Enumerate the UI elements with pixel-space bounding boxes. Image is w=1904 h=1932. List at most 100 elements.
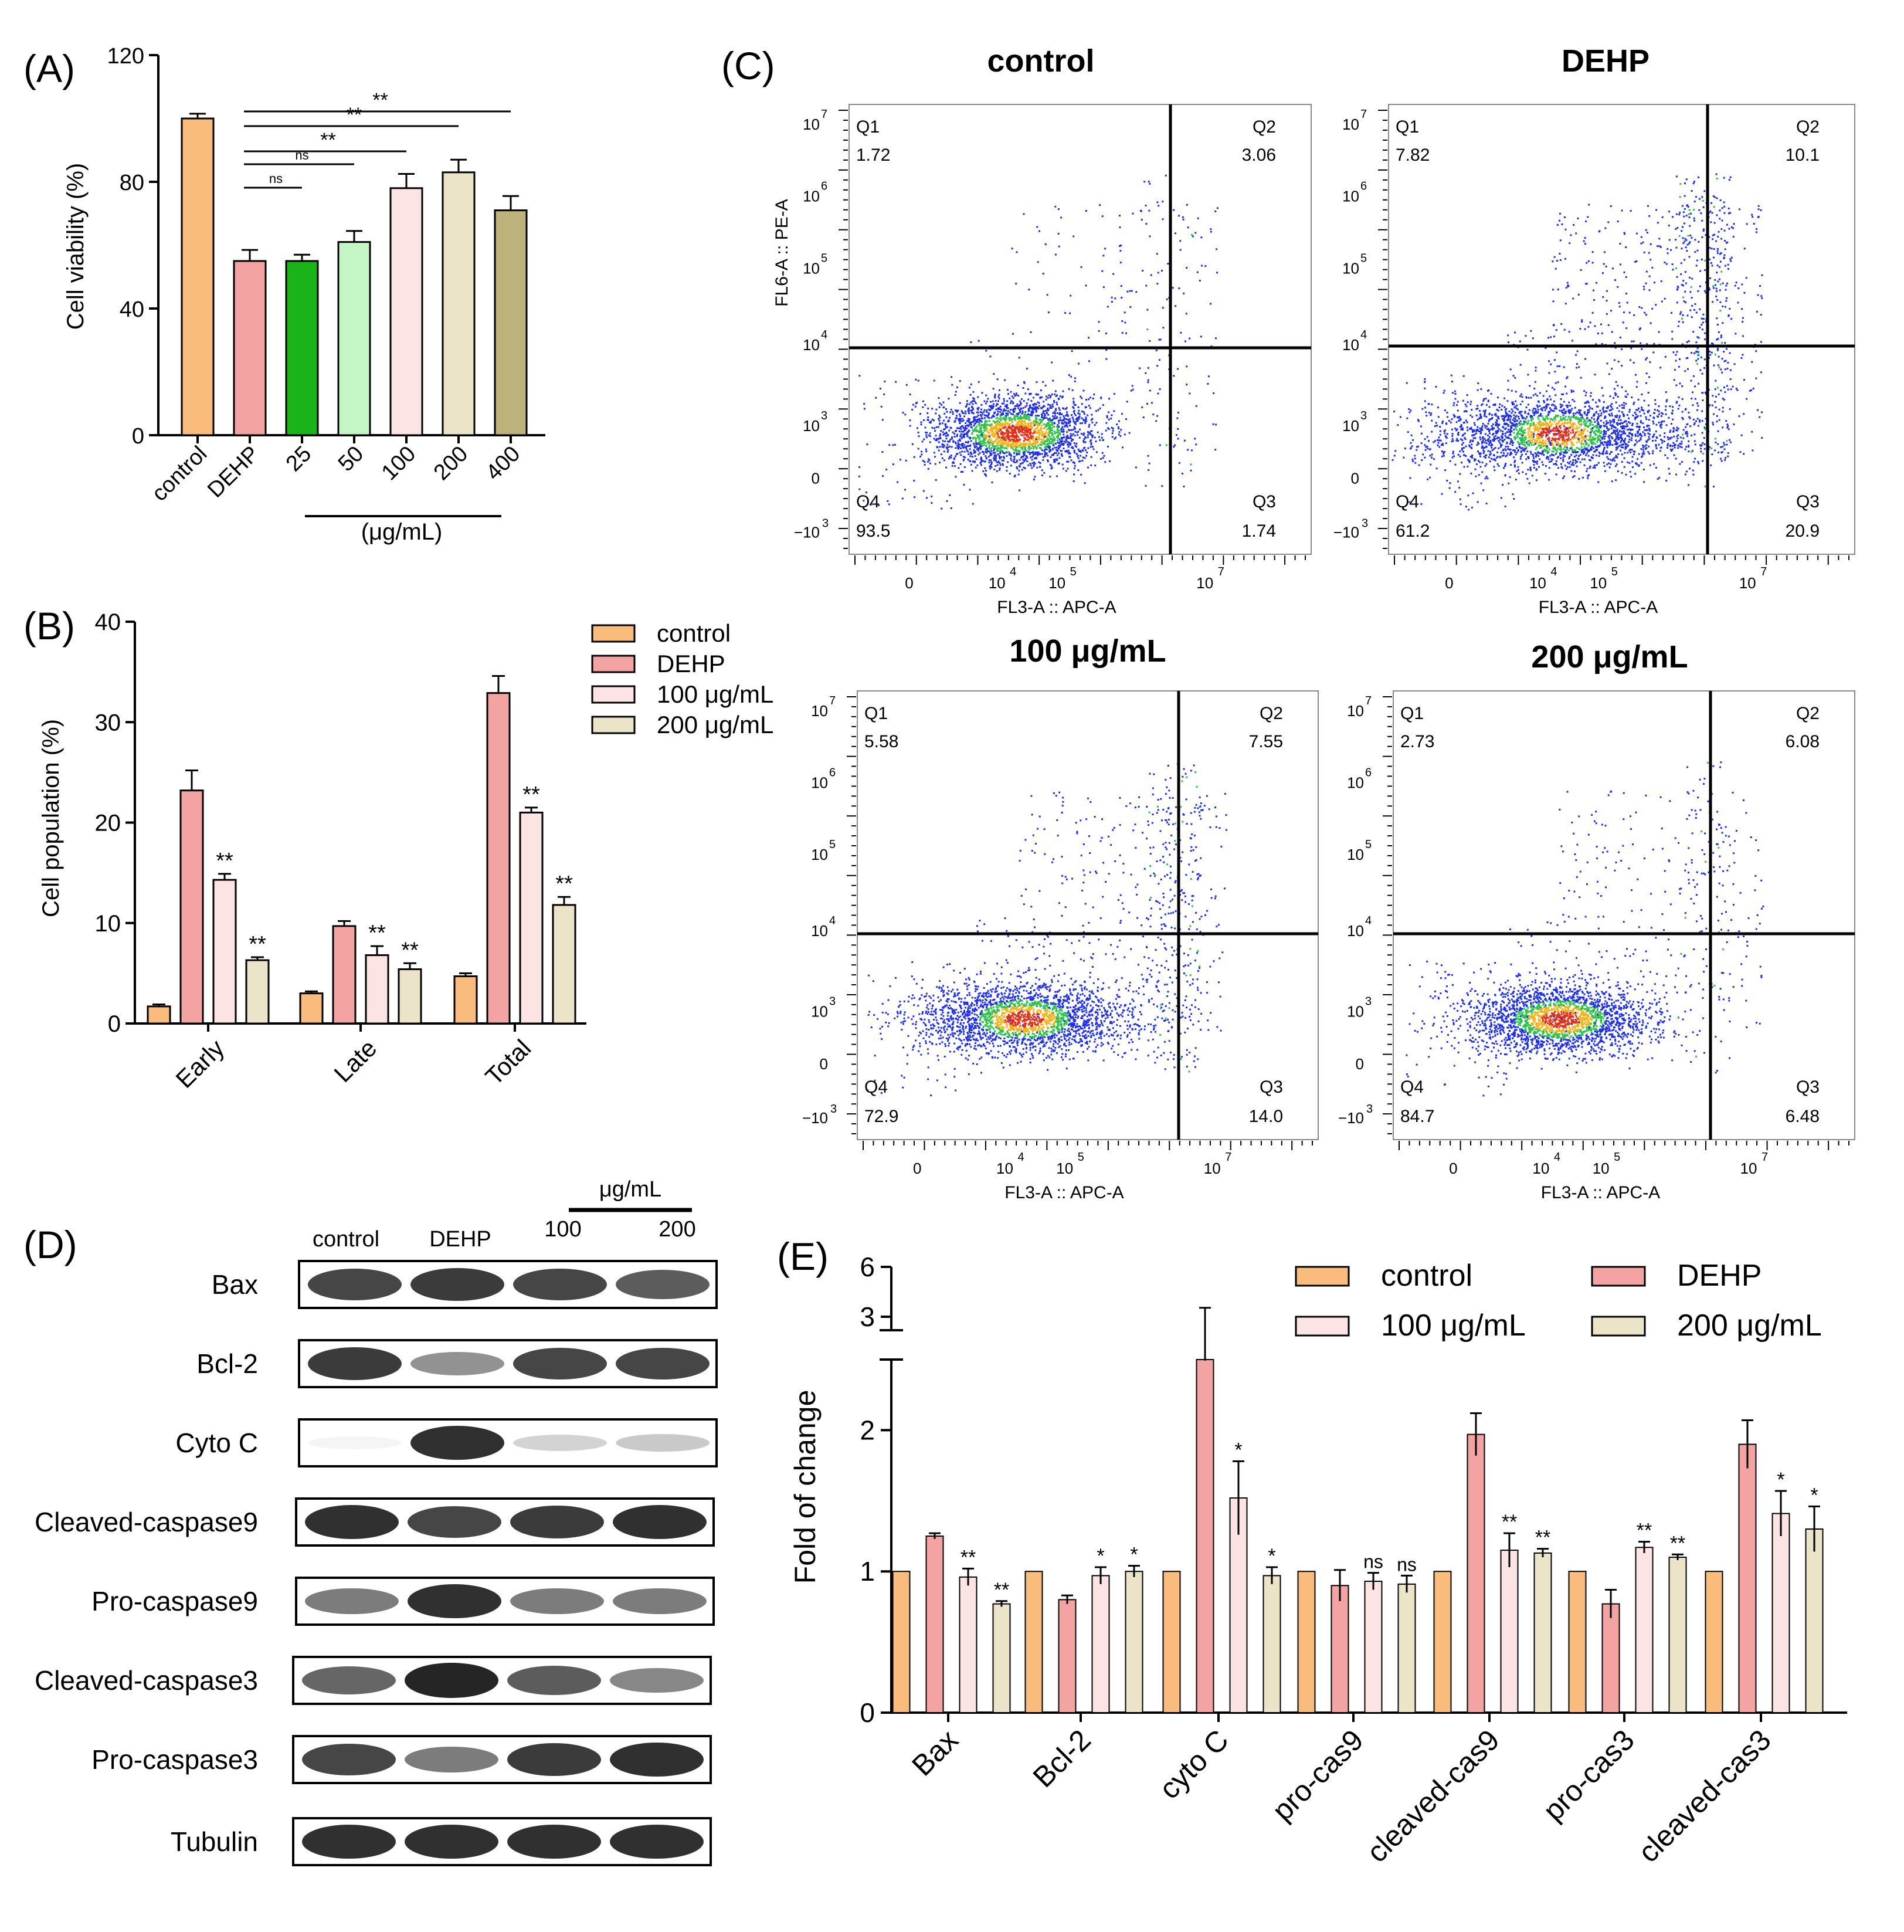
panel-e-bar bbox=[1364, 1581, 1383, 1713]
flow-q3-value: 1.74 bbox=[1242, 521, 1276, 541]
flow-x-tick-exponent: 4 bbox=[1554, 1151, 1560, 1164]
panel-e-legend-label: DEHP bbox=[1677, 1259, 1762, 1293]
flow-y-tick-label: 10 bbox=[1342, 417, 1359, 435]
flow-q4-name: Q4 bbox=[856, 492, 880, 511]
panel-e-legend-swatch bbox=[1591, 1266, 1646, 1287]
flow-y-tick-label: 0 bbox=[820, 1055, 828, 1073]
panel-e-bar bbox=[1668, 1557, 1687, 1714]
panel-b-bar bbox=[398, 968, 422, 1025]
panel-e-significance-label: ** bbox=[1502, 1511, 1517, 1533]
panel-b-significance-label: ** bbox=[522, 782, 540, 807]
flow-q2-value: 6.08 bbox=[1786, 732, 1820, 751]
flow-x-tick-label: 0 bbox=[913, 1160, 921, 1177]
flow-y-tick-label: −10 bbox=[1333, 524, 1359, 541]
flow-y-tick-exponent: 5 bbox=[821, 252, 827, 265]
panel-b-significance-label: ** bbox=[368, 921, 386, 945]
panel-e-y-tick-label: 1 bbox=[860, 1556, 875, 1587]
panel-b-bar bbox=[147, 1005, 171, 1025]
panel-b-bar bbox=[453, 975, 478, 1025]
panel-b-error bbox=[338, 920, 351, 926]
flow-y-tick-exponent: 5 bbox=[1360, 252, 1367, 265]
panel-e-bar bbox=[1500, 1550, 1519, 1714]
blot-band bbox=[305, 1588, 399, 1614]
panel-b-error bbox=[152, 1003, 165, 1006]
panel-e-error bbox=[1537, 1548, 1549, 1558]
panel-e-bar bbox=[1162, 1571, 1181, 1713]
panel-b-y-tick-label: 20 bbox=[95, 811, 121, 836]
flow-q1-value: 5.58 bbox=[864, 732, 898, 751]
panel-e-error bbox=[1128, 1565, 1140, 1577]
flow-y-tick-exponent: 7 bbox=[829, 694, 836, 707]
flow-q3-value: 14.0 bbox=[1249, 1107, 1283, 1126]
flow-x-axis-label: FL3-A :: APC-A bbox=[997, 598, 1116, 617]
panel-e-error bbox=[1367, 1572, 1379, 1590]
blot-band bbox=[302, 1666, 396, 1694]
panel-e-error bbox=[962, 1567, 974, 1586]
panel-a-y-tick-label: 0 bbox=[132, 424, 144, 449]
panel-b-significance-label: ** bbox=[216, 849, 233, 873]
panel-b-bar bbox=[519, 811, 544, 1025]
blot-lane-label: control bbox=[313, 1227, 379, 1252]
flow-y-tick-label: 10 bbox=[811, 702, 828, 720]
blot-band bbox=[510, 1506, 604, 1538]
panel-e-bar bbox=[1024, 1571, 1043, 1713]
flow-x-tick-exponent: 5 bbox=[1611, 565, 1618, 578]
flow-y-tick-label: 10 bbox=[1347, 1003, 1364, 1021]
panel-e-y-tick-label: 3 bbox=[860, 1301, 875, 1332]
flow-q4-value: 61.2 bbox=[1396, 521, 1430, 541]
blot-row-3: Cleaved-caspase9 bbox=[35, 1497, 715, 1547]
panel-e-significance-label: ** bbox=[1670, 1532, 1685, 1554]
panel-b-legend-label: control bbox=[657, 619, 731, 647]
flow-x-tick-label: 0 bbox=[1445, 574, 1453, 592]
flow-x-tick-exponent: 5 bbox=[1614, 1151, 1620, 1164]
flow-y-tick-label: 10 bbox=[803, 116, 820, 133]
flow-y-tick-exponent: 3 bbox=[1365, 995, 1372, 1008]
blot-band bbox=[302, 1744, 396, 1775]
panel-e-error bbox=[1638, 1541, 1650, 1553]
flow-plot-dots bbox=[1391, 173, 1763, 511]
flow-x-axis-label: FL3-A :: APC-A bbox=[1539, 598, 1658, 617]
blot-band bbox=[513, 1435, 607, 1451]
flow-x-tick-exponent: 4 bbox=[1018, 1151, 1024, 1164]
panel-a-y-tick-label: 80 bbox=[120, 171, 144, 195]
flow-y-tick-label: 10 bbox=[803, 336, 820, 354]
blot-band bbox=[308, 1347, 402, 1380]
panel-b-letter: (B) bbox=[23, 604, 75, 648]
panel-a-error-control bbox=[189, 113, 206, 118]
panel-a-error-100 bbox=[398, 173, 415, 188]
blot-band bbox=[610, 1668, 704, 1693]
blot-box bbox=[295, 1577, 715, 1626]
flow-y-tick-exponent: 4 bbox=[821, 328, 827, 341]
flow-y-tick-label: −10 bbox=[794, 524, 820, 541]
panel-e-bar bbox=[892, 1571, 911, 1713]
flow-q4-value: 93.5 bbox=[856, 521, 890, 541]
flow-x-tick-label: 10 bbox=[1204, 1160, 1221, 1177]
flow-plot-title: 200 μg/mL bbox=[1531, 639, 1688, 674]
panel-e-error bbox=[1775, 1490, 1787, 1536]
panel-e-bar bbox=[1533, 1552, 1552, 1713]
flow-y-tick-exponent: 7 bbox=[1365, 694, 1372, 707]
flow-x-tick-exponent: 7 bbox=[1218, 565, 1224, 578]
panel-e-error bbox=[1742, 1419, 1753, 1469]
flow-q1-value: 7.82 bbox=[1396, 145, 1430, 165]
flow-q3-value: 20.9 bbox=[1786, 521, 1820, 541]
flow-y-tick-label: 10 bbox=[803, 417, 820, 435]
panel-e-legend-swatch bbox=[1295, 1316, 1350, 1337]
panel-b-legend-swatch bbox=[591, 655, 636, 673]
blot-band bbox=[510, 1588, 604, 1614]
panel-a-significance-label: ** bbox=[320, 129, 335, 151]
blot-band bbox=[616, 1348, 710, 1379]
panel-e-bar bbox=[1297, 1571, 1316, 1713]
panel-e-significance-label: * bbox=[1130, 1544, 1138, 1566]
panel-e-error bbox=[1503, 1532, 1515, 1567]
flow-q1-name: Q1 bbox=[856, 117, 880, 137]
panel-b-significance-label: ** bbox=[249, 932, 266, 957]
blot-row-label: Bcl-2 bbox=[196, 1348, 258, 1379]
panel-a-y-tick-label: 120 bbox=[107, 44, 144, 69]
